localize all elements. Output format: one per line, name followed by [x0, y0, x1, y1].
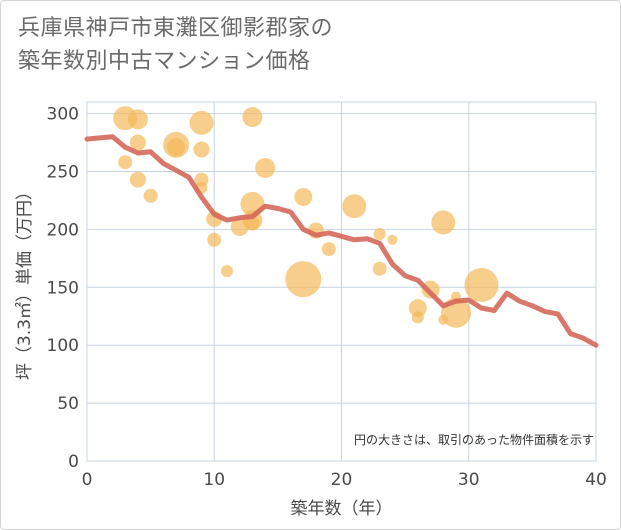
x-tick-label: 30: [458, 470, 480, 490]
y-tick-label: 300: [47, 105, 79, 125]
x-tick-label: 40: [585, 470, 607, 490]
axis-ticks: 0 10 20 30 40 0 50 100 150 200 250 300: [47, 105, 607, 490]
bubble-point: [129, 134, 146, 151]
bubble-point: [207, 232, 222, 247]
y-tick-label: 250: [47, 162, 79, 182]
bubble-point: [294, 187, 313, 206]
bubble-point: [373, 228, 386, 241]
bubble-point: [242, 107, 263, 128]
y-tick-label: 200: [47, 220, 79, 240]
trend-line: [84, 134, 599, 348]
size-note: 円の大きさは、取引のあった物件面積を示す: [354, 432, 594, 447]
bubble-point: [387, 234, 398, 245]
bubble-point: [464, 267, 499, 302]
bubble-point: [255, 158, 276, 179]
bubble-point: [127, 109, 148, 130]
title-line-2: 築年数別中古マンション価格: [18, 49, 311, 74]
x-tick-label: 10: [203, 470, 225, 490]
x-tick-label: 0: [82, 470, 93, 490]
bubble-point: [245, 216, 260, 231]
bubble-point: [143, 188, 158, 203]
bubble-point: [342, 194, 367, 219]
trend-line-series: [84, 134, 599, 348]
y-tick-label: 100: [47, 336, 79, 356]
bubble-point: [193, 141, 210, 158]
bubble-point: [372, 261, 387, 276]
bubble-series: [113, 106, 499, 328]
bubble-point: [129, 171, 146, 188]
y-tick-label: 150: [47, 278, 79, 298]
x-axis-label: 築年数（年）: [291, 499, 393, 519]
y-tick-label: 0: [68, 452, 79, 472]
y-tick-label: 50: [57, 394, 79, 414]
bubble-point: [321, 242, 336, 257]
bubble-point: [408, 299, 427, 318]
title-line-1: 兵庫県神戸市東灘区御影郡家の: [18, 16, 334, 41]
grid: [86, 101, 597, 462]
bubble-point: [220, 265, 233, 278]
x-tick-label: 20: [331, 470, 353, 490]
bubble-point: [411, 311, 424, 324]
bubble-point: [189, 110, 214, 135]
bubble-point: [118, 155, 133, 170]
y-axis-label: 坪（3.3㎡）単価（万円）: [15, 183, 35, 380]
bubble-point: [285, 261, 322, 298]
bubble-point: [431, 210, 456, 235]
chart-title: 兵庫県神戸市東灘区御影郡家の 築年数別中古マンション価格: [18, 12, 333, 78]
bubble-point: [167, 138, 186, 157]
